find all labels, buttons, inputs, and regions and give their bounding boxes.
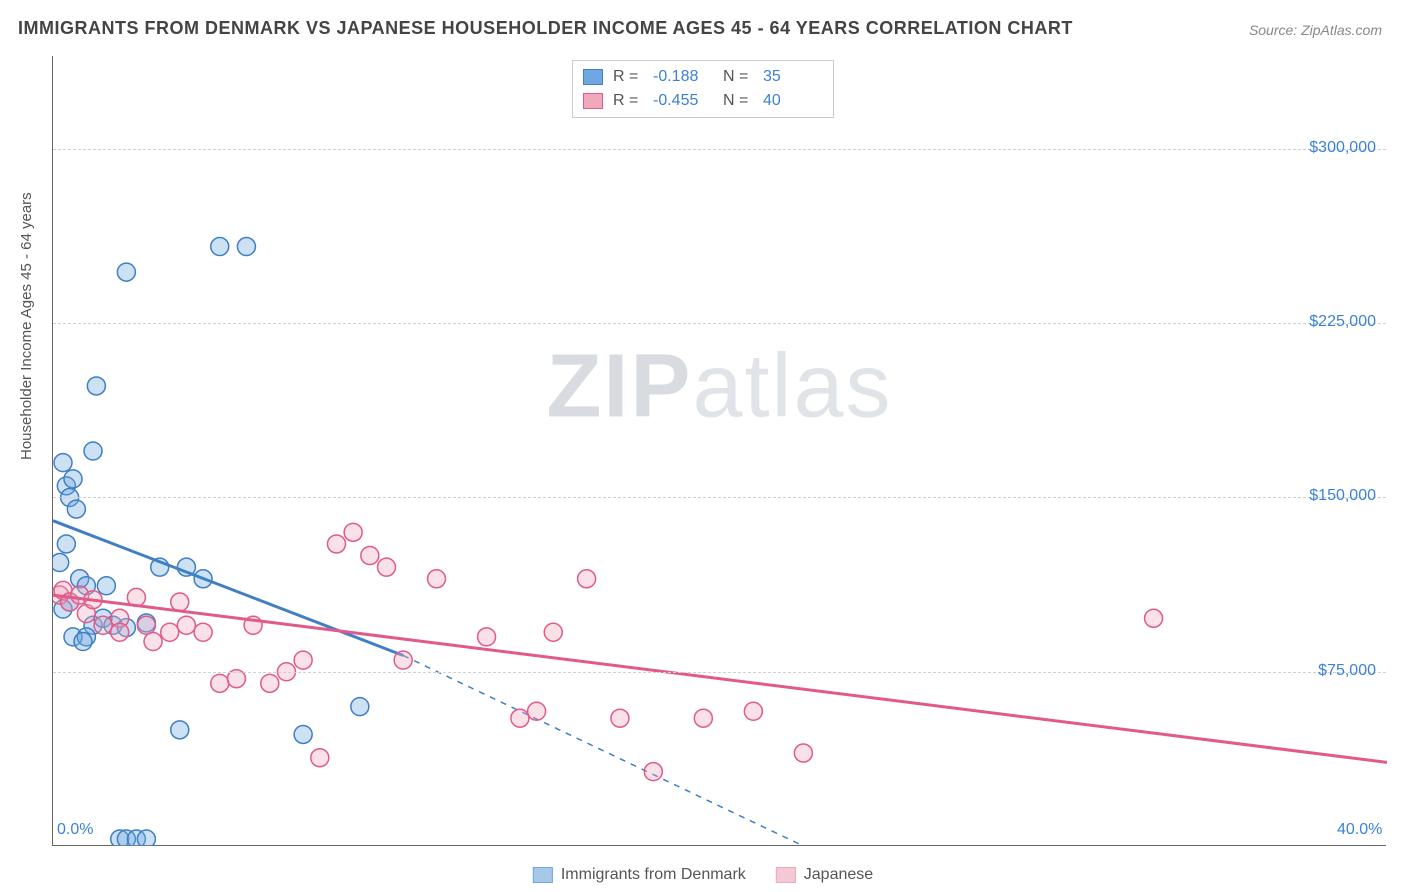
plot-area: ZIPatlas $75,000$150,000$225,000$300,000… bbox=[52, 56, 1386, 846]
legend-swatch bbox=[776, 867, 796, 883]
legend-stats: R = -0.188 N = 35 R = -0.455 N = 40 bbox=[572, 60, 834, 118]
legend-series-item: Immigrants from Denmark bbox=[533, 866, 746, 884]
y-tick-label: $75,000 bbox=[1318, 662, 1376, 680]
data-point bbox=[194, 623, 212, 641]
trend-line bbox=[53, 595, 1387, 762]
data-point bbox=[177, 616, 195, 634]
data-point bbox=[311, 749, 329, 767]
data-point bbox=[794, 744, 812, 762]
data-point bbox=[294, 725, 312, 743]
data-point bbox=[111, 623, 129, 641]
data-point bbox=[74, 633, 92, 651]
data-point bbox=[94, 616, 112, 634]
data-point bbox=[137, 830, 155, 846]
gridline bbox=[53, 149, 1386, 150]
r-label: R = bbox=[613, 92, 643, 110]
data-point bbox=[511, 709, 529, 727]
data-point bbox=[344, 523, 362, 541]
data-point bbox=[644, 763, 662, 781]
n-value: 40 bbox=[763, 92, 823, 110]
data-point bbox=[161, 623, 179, 641]
data-point bbox=[57, 535, 75, 553]
legend-stats-row: R = -0.188 N = 35 bbox=[583, 65, 823, 89]
x-tick-label: 40.0% bbox=[1337, 821, 1382, 839]
data-point bbox=[1145, 609, 1163, 627]
data-point bbox=[67, 500, 85, 518]
data-point bbox=[171, 721, 189, 739]
legend-series-label: Japanese bbox=[804, 866, 873, 884]
data-point bbox=[378, 558, 396, 576]
data-point bbox=[137, 616, 155, 634]
r-value: -0.455 bbox=[653, 92, 713, 110]
legend-swatch bbox=[533, 867, 553, 883]
gridline bbox=[53, 672, 1386, 673]
y-tick-label: $150,000 bbox=[1309, 487, 1376, 505]
data-point bbox=[744, 702, 762, 720]
y-tick-label: $300,000 bbox=[1309, 139, 1376, 157]
y-tick-label: $225,000 bbox=[1309, 313, 1376, 331]
data-point bbox=[694, 709, 712, 727]
n-label: N = bbox=[723, 68, 753, 86]
legend-series-item: Japanese bbox=[776, 866, 873, 884]
data-point bbox=[117, 263, 135, 281]
data-point bbox=[53, 554, 69, 572]
legend-swatch bbox=[583, 69, 603, 85]
data-point bbox=[351, 698, 369, 716]
n-value: 35 bbox=[763, 68, 823, 86]
data-point bbox=[211, 674, 229, 692]
data-point bbox=[97, 577, 115, 595]
data-point bbox=[428, 570, 446, 588]
data-point bbox=[261, 674, 279, 692]
data-point bbox=[611, 709, 629, 727]
gridline bbox=[53, 323, 1386, 324]
data-point bbox=[84, 442, 102, 460]
scatter-svg bbox=[53, 56, 1387, 846]
data-point bbox=[237, 238, 255, 256]
legend-stats-row: R = -0.455 N = 40 bbox=[583, 89, 823, 113]
data-point bbox=[394, 651, 412, 669]
data-point bbox=[478, 628, 496, 646]
r-value: -0.188 bbox=[653, 68, 713, 86]
data-point bbox=[64, 470, 82, 488]
data-point bbox=[294, 651, 312, 669]
legend-series-label: Immigrants from Denmark bbox=[561, 866, 746, 884]
n-label: N = bbox=[723, 92, 753, 110]
data-point bbox=[87, 377, 105, 395]
data-point bbox=[361, 547, 379, 565]
legend-series: Immigrants from Denmark Japanese bbox=[533, 866, 873, 884]
data-point bbox=[528, 702, 546, 720]
legend-swatch bbox=[583, 93, 603, 109]
gridline bbox=[53, 497, 1386, 498]
x-tick-label: 0.0% bbox=[57, 821, 93, 839]
data-point bbox=[171, 593, 189, 611]
data-point bbox=[544, 623, 562, 641]
source-label: Source: ZipAtlas.com bbox=[1249, 22, 1382, 38]
trend-line-dashed bbox=[403, 655, 803, 846]
data-point bbox=[578, 570, 596, 588]
data-point bbox=[54, 454, 72, 472]
data-point bbox=[144, 633, 162, 651]
chart-title: IMMIGRANTS FROM DENMARK VS JAPANESE HOUS… bbox=[18, 18, 1073, 39]
data-point bbox=[327, 535, 345, 553]
data-point bbox=[211, 238, 229, 256]
y-axis-label: Householder Income Ages 45 - 64 years bbox=[18, 192, 35, 460]
r-label: R = bbox=[613, 68, 643, 86]
